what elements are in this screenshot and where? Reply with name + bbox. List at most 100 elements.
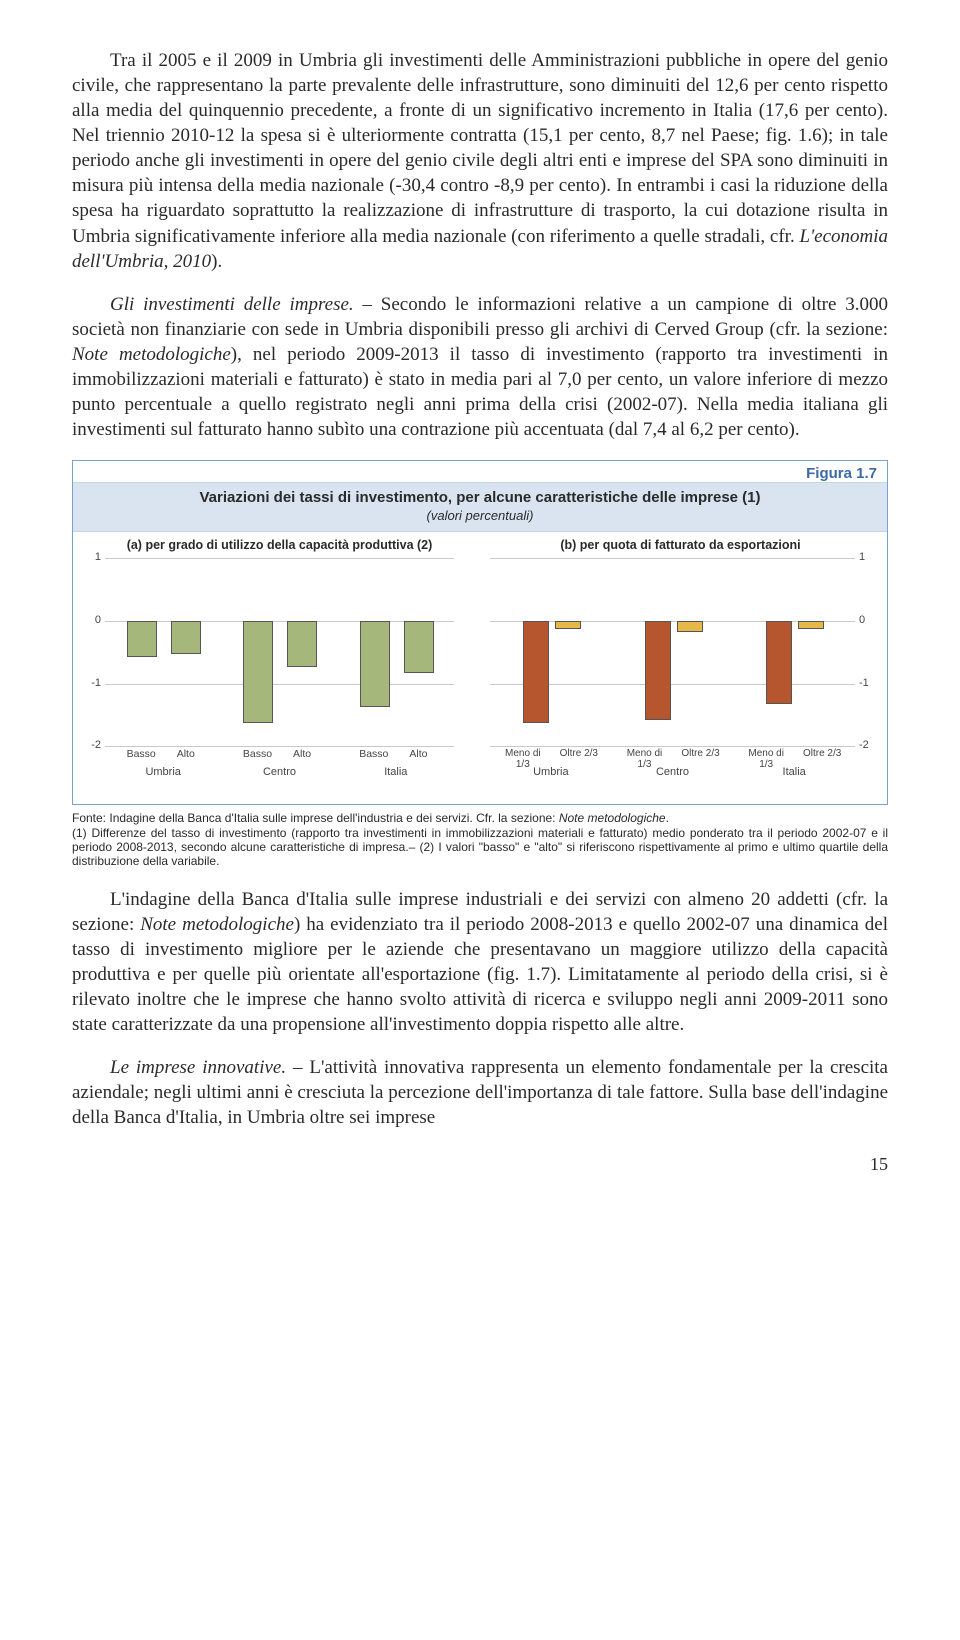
panel-b: (b) per quota di fatturato da esportazio… [484, 538, 877, 764]
bar-slot [555, 558, 579, 746]
x-category: Meno di 1/3 [741, 748, 791, 766]
y-axis-tick: 1 [859, 551, 877, 563]
gridline [490, 746, 855, 747]
x-category: Meno di 1/3 [620, 748, 670, 766]
paragraph-2: Gli investimenti delle imprese. – Second… [72, 292, 888, 442]
x-region: Umbria [105, 766, 221, 782]
y-axis-tick: 0 [859, 614, 877, 626]
bar-slot [404, 558, 432, 746]
x-category: Basso [359, 748, 388, 766]
p3-it: Note metodologiche [140, 914, 294, 935]
p2-it: Note metodologiche [72, 344, 231, 365]
bar-group [490, 558, 612, 746]
bar-slot [360, 558, 388, 746]
bar-group [612, 558, 734, 746]
bar-slot [766, 558, 790, 746]
x-region: Centro [612, 766, 734, 782]
footnote-rest: (1) Differenze del tasso di investimento… [72, 826, 888, 869]
bar-group [733, 558, 855, 746]
bar [555, 621, 581, 629]
bar-slot [523, 558, 547, 746]
panel-b-chart: Meno di 1/3 Oltre 2/3 Meno di 1/3 Oltre 2/3… [484, 554, 877, 764]
footnote-fonte-it: Note metodologiche [559, 811, 666, 825]
x-group: Meno di 1/3 Oltre 2/3 [733, 748, 855, 766]
panel-a-xlabels: Basso Alto Basso Alto Basso Alto [105, 748, 454, 766]
paragraph-3: L'indagine della Banca d'Italia sulle im… [72, 887, 888, 1037]
panel-a-plot [105, 558, 454, 746]
x-category: Oltre 2/3 [554, 748, 604, 766]
bar [171, 621, 201, 654]
x-group: Meno di 1/3 Oltre 2/3 [490, 748, 612, 766]
y-axis-tick: 1 [83, 551, 101, 563]
x-category: Alto [404, 748, 432, 766]
y-axis-tick: -2 [859, 739, 877, 751]
figure-label: Figura 1.7 [73, 461, 887, 482]
bar [645, 621, 671, 720]
x-category: Basso [127, 748, 156, 766]
bar [243, 621, 273, 723]
x-category: Meno di 1/3 [498, 748, 548, 766]
paragraph-4: Le imprese innovative. – L'attività inno… [72, 1055, 888, 1130]
bar-group [221, 558, 337, 746]
bar-slot [677, 558, 701, 746]
bars-row [490, 558, 855, 746]
bar [127, 621, 157, 657]
bar [798, 621, 824, 629]
x-group: Basso Alto [105, 748, 221, 766]
panel-a-chart: BassoAltoBassoAltoBassoAlto UmbriaCentro… [83, 554, 476, 764]
bar [287, 621, 317, 667]
bar-slot [645, 558, 669, 746]
p2-lead: Gli investimenti delle imprese. [110, 294, 354, 315]
x-region: Italia [338, 766, 454, 782]
bar-group [338, 558, 454, 746]
bar-slot [127, 558, 155, 746]
figure-panels: (a) per grado di utilizzo della capacità… [73, 532, 887, 770]
p1-end: ). [211, 251, 222, 272]
y-axis-tick: 0 [83, 614, 101, 626]
figure-subtitle: (valori percentuali) [81, 508, 879, 523]
panel-a-title: (a) per grado di utilizzo della capacità… [83, 538, 476, 552]
x-category: Alto [172, 748, 200, 766]
figure-1-7: Figura 1.7 Variazioni dei tassi di inves… [72, 460, 888, 805]
panel-a-regions: UmbriaCentroItalia [105, 766, 454, 782]
panel-a: (a) per grado di utilizzo della capacità… [83, 538, 476, 764]
panel-b-title: (b) per quota di fatturato da esportazio… [484, 538, 877, 552]
x-category: Basso [243, 748, 272, 766]
page: Tra il 2005 e il 2009 in Umbria gli inve… [0, 0, 960, 1215]
paragraph-1: Tra il 2005 e il 2009 in Umbria gli inve… [72, 48, 888, 274]
panel-b-plot [490, 558, 855, 746]
p1-text: Tra il 2005 e il 2009 in Umbria gli inve… [72, 50, 888, 247]
bar-group [105, 558, 221, 746]
bar [404, 621, 434, 673]
x-group: Basso Alto [338, 748, 454, 766]
x-category: Oltre 2/3 [797, 748, 847, 766]
x-group: Basso Alto [221, 748, 337, 766]
bar-slot [287, 558, 315, 746]
bar [766, 621, 792, 704]
bars-row [105, 558, 454, 746]
x-category: Alto [288, 748, 316, 766]
bar-slot [171, 558, 199, 746]
bar [360, 621, 390, 708]
y-axis-tick: -1 [859, 677, 877, 689]
x-region: Italia [733, 766, 855, 782]
figure-footnotes: Fonte: Indagine della Banca d'Italia sul… [72, 811, 888, 869]
figure-title: Variazioni dei tassi di investimento, pe… [81, 489, 879, 506]
figure-title-bar: Variazioni dei tassi di investimento, pe… [73, 482, 887, 532]
x-region: Centro [221, 766, 337, 782]
panel-b-regions: UmbriaCentroItalia [490, 766, 855, 782]
bar [677, 621, 703, 632]
gridline [105, 746, 454, 747]
page-number: 15 [72, 1154, 888, 1175]
bar [523, 621, 549, 723]
footnote-fonte-b: . [666, 811, 669, 825]
y-axis-tick: -2 [83, 739, 101, 751]
panel-b-xlabels: Meno di 1/3 Oltre 2/3 Meno di 1/3 Oltre 2/3… [490, 748, 855, 766]
y-axis-tick: -1 [83, 677, 101, 689]
x-category: Oltre 2/3 [676, 748, 726, 766]
x-group: Meno di 1/3 Oltre 2/3 [612, 748, 734, 766]
footnote-fonte-a: Fonte: Indagine della Banca d'Italia sul… [72, 811, 559, 825]
bar-slot [243, 558, 271, 746]
x-region: Umbria [490, 766, 612, 782]
p4-lead: Le imprese innovative. [110, 1057, 286, 1078]
